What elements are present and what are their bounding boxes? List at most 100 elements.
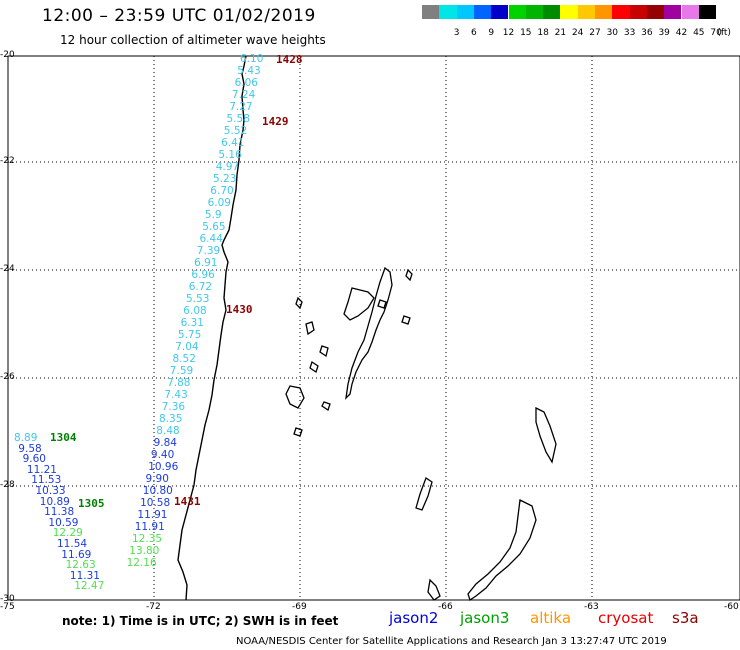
latitude-tick: -22 [0, 156, 15, 166]
swh-value: 8.52 [172, 353, 196, 365]
color-scale-unit: (ft) [717, 28, 731, 38]
swh-value: 6.72 [188, 281, 213, 293]
color-scale-label: 15 [520, 28, 532, 38]
swh-value: 6.10 [240, 53, 264, 65]
swh-value: 11.91 [134, 521, 165, 533]
swh-value: 11.31 [69, 569, 100, 582]
satellite-jason3: jason3 [460, 609, 510, 627]
latitude-tick: -30 [0, 594, 15, 604]
color-scale-box [681, 5, 699, 19]
color-scale-box [422, 5, 440, 19]
swh-value: 7.88 [167, 377, 191, 389]
swh-value: 5.58 [226, 113, 250, 125]
color-scale-box [560, 5, 578, 19]
color-scale-label: 42 [675, 28, 688, 38]
swh-value: 7.39 [196, 245, 221, 257]
swh-value: 7.59 [169, 365, 194, 377]
longitude-tick: -75 [0, 602, 15, 612]
swh-value: 11.91 [137, 509, 168, 521]
swh-value: 11.54 [57, 538, 88, 550]
swh-value: 5.52 [223, 125, 248, 137]
longitude-tick: -60 [724, 602, 739, 612]
latitude-tick: -20 [0, 50, 15, 60]
swh-value: 6.91 [194, 257, 218, 269]
satellite-s3a: s3a [672, 609, 699, 627]
swh-value: 6.41 [221, 137, 245, 149]
swh-value: 6.96 [191, 269, 215, 281]
longitude-tick: -69 [292, 602, 307, 612]
swh-value: 7.36 [161, 401, 186, 413]
swh-value: 12.63 [65, 559, 96, 572]
gridlines [8, 56, 740, 600]
swh-value: 5.16 [218, 149, 242, 161]
map-frame [7, 55, 740, 601]
swh-value: 9.60 [22, 453, 46, 466]
map-title: 12:00 – 23:59 UTC 01/02/2019 [42, 6, 316, 26]
swh-value: 11.53 [31, 474, 62, 487]
coastline-south-america [177, 55, 247, 601]
color-scale-label: 9 [488, 28, 495, 38]
color-scale-label: 45 [693, 28, 705, 38]
color-scale-label: 3 [453, 28, 460, 38]
pass-time: 1428 [276, 53, 303, 66]
swh-value: 10.89 [39, 495, 70, 508]
swh-value: 12.35 [132, 533, 163, 545]
satellite-altika: altika [530, 609, 572, 627]
color-scale-box [629, 5, 647, 19]
longitude-tick: -66 [438, 602, 453, 612]
color-scale-label: 39 [658, 28, 670, 38]
color-scale-label: 18 [537, 28, 549, 38]
color-scale-label: 30 [606, 28, 619, 38]
swh-value: 9.40 [150, 449, 175, 461]
swh-value: 13.80 [129, 545, 160, 557]
swh-value: 5.23 [213, 173, 237, 185]
swh-value: 12.29 [52, 527, 83, 540]
satellite-cryosat: cryosat [598, 609, 654, 627]
swh-value: 12.16 [126, 557, 157, 569]
color-scale-label: 33 [623, 28, 636, 38]
pass-time: 1429 [262, 115, 289, 128]
color-scale-label: 12 [502, 28, 515, 38]
swh-value: 7.24 [231, 89, 256, 101]
color-scale-box [439, 5, 457, 19]
map-subtitle: 12 hour collection of altimeter wave hei… [60, 33, 326, 47]
swh-value: 10.33 [35, 485, 66, 497]
swh-value: 8.35 [159, 413, 183, 425]
color-scale-label: 21 [554, 28, 567, 38]
swh-value: 6.70 [210, 185, 234, 197]
color-scale-box [456, 5, 474, 19]
swh-value: 7.27 [229, 101, 253, 113]
latitude-tick: -24 [0, 264, 15, 274]
footer-credit: NOAA/NESDIS Center for Satellite Applica… [236, 636, 667, 647]
longitude-tick: -72 [146, 602, 161, 612]
color-scale-box [664, 5, 682, 19]
longitude-tick: -63 [584, 602, 599, 612]
swh-value: 4.97 [215, 161, 240, 173]
pass-time: 1305 [78, 497, 105, 510]
color-scale-box [595, 5, 613, 19]
swh-value: 5.9 [204, 209, 222, 221]
swh-value: 10.59 [48, 516, 79, 529]
swh-value: 9.90 [145, 473, 169, 485]
swh-value: 6.44 [199, 233, 223, 245]
color-scale-box [698, 5, 717, 19]
swh-value: 11.38 [44, 506, 75, 519]
swh-value: 7.04 [175, 341, 199, 353]
swh-value: 11.21 [26, 463, 57, 476]
swh-value: 6.09 [207, 197, 231, 209]
latitude-tick: -26 [0, 372, 15, 382]
color-scale-box [491, 5, 509, 19]
color-scale-box [525, 5, 544, 19]
swh-value: 7.43 [164, 389, 188, 401]
color-scale-label: 27 [589, 28, 601, 38]
swh-value: 8.48 [156, 425, 180, 437]
swh-value: 6.08 [183, 305, 207, 317]
pass-time: 1304 [50, 431, 77, 444]
pass-time: 1430 [226, 303, 253, 316]
swh-value: 9.84 [153, 437, 177, 449]
swh-value: 5.65 [202, 221, 226, 233]
color-scale-box [646, 5, 665, 19]
color-scale-box [577, 5, 595, 19]
satellite-jason2: jason2 [389, 609, 439, 627]
